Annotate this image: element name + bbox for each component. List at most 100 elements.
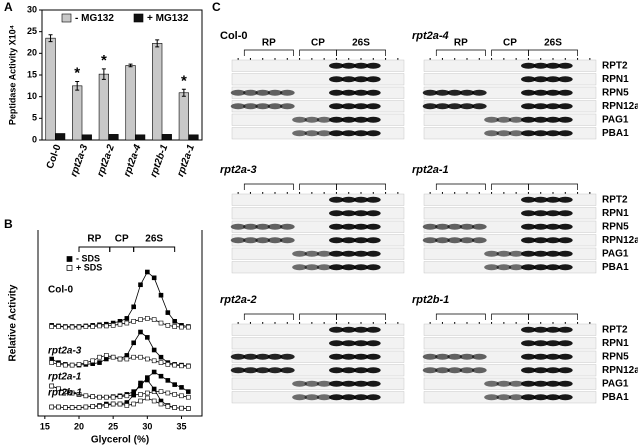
blot-band [508, 116, 524, 123]
lane-dot [478, 322, 480, 324]
blot-band [365, 196, 381, 203]
blot-band [471, 89, 487, 96]
blot-band [341, 210, 357, 217]
blot-band [533, 116, 549, 123]
x-tick-label: Col-0 [45, 143, 64, 171]
blot-band [365, 116, 381, 123]
blot-band [341, 340, 357, 347]
blot-band [329, 89, 344, 96]
blot-band [533, 210, 549, 217]
blot-band [329, 380, 344, 387]
blot-band [459, 353, 475, 360]
blot-band [267, 237, 283, 244]
lane-dot [249, 58, 251, 60]
blot-band [533, 130, 549, 137]
blot-band [353, 353, 369, 360]
trace-point [49, 324, 54, 329]
blot-band [545, 210, 561, 217]
blot-band [255, 237, 271, 244]
trace-point [83, 360, 89, 365]
legend-label: - SDS [76, 253, 100, 263]
blot-band [435, 237, 450, 244]
trace-point [49, 383, 54, 389]
legend-label: + MG132 [147, 13, 189, 24]
blot-band [557, 76, 573, 83]
trace-point [56, 324, 61, 329]
legend-swatch [133, 13, 144, 23]
trace-point [145, 335, 150, 340]
trace-point [186, 363, 191, 369]
blot-band [329, 340, 344, 347]
blot-band [365, 76, 381, 83]
trace-point [158, 320, 164, 326]
lane-dot [454, 58, 456, 60]
lane-dot [286, 192, 288, 194]
trace-point [151, 369, 157, 375]
lane-dot [577, 58, 579, 60]
blot-band [341, 116, 357, 123]
blot-band [508, 130, 524, 137]
x-tick-label: rpt2a-4 [122, 143, 144, 179]
blot-band [255, 367, 271, 374]
blot-band [521, 103, 536, 110]
blot-band [533, 223, 549, 230]
blot-band [545, 116, 561, 123]
legend-marker [66, 265, 73, 271]
trace-point [104, 403, 109, 408]
trace-point [131, 304, 136, 310]
y-axis-label: Peptidase Activity X10⁴ [7, 25, 17, 125]
fraction-bracket [243, 313, 294, 320]
trace-point [117, 321, 123, 327]
blot-band [545, 367, 561, 374]
blot-band [353, 264, 369, 271]
lane-dot [299, 192, 301, 194]
blot-band [521, 380, 536, 387]
error-bar [48, 34, 53, 43]
blot-band [279, 353, 295, 360]
blot-band [365, 89, 381, 96]
lane-dot [564, 192, 566, 194]
blot-strip [423, 59, 597, 72]
panel-letter: B [4, 217, 13, 231]
blot-band [422, 89, 438, 96]
trace-point [110, 394, 116, 400]
lane-dot [249, 322, 251, 324]
blot-band [533, 340, 549, 347]
blot-strip [423, 193, 597, 206]
lane-dot [262, 322, 264, 324]
lane-dot [454, 322, 456, 324]
blot-band [329, 76, 344, 83]
fraction-bracket [78, 246, 111, 252]
lane-dot [515, 192, 517, 194]
error-bar [181, 88, 186, 97]
blot-band [533, 196, 549, 203]
lane-dot [311, 58, 313, 60]
blot-band [353, 196, 369, 203]
blot-band [230, 367, 246, 374]
blot-band [557, 394, 573, 401]
lane-dot [299, 322, 301, 324]
lane-dot [478, 58, 480, 60]
blot-band [353, 250, 369, 257]
blot-band [557, 62, 573, 69]
blot-band [341, 353, 357, 360]
blot-band [230, 223, 246, 230]
trace-point [145, 395, 150, 401]
panel-letter: C [212, 0, 221, 14]
x-axis-label: Glycerol (%) [91, 435, 149, 445]
lane-dot [249, 192, 251, 194]
blot-band [353, 367, 369, 374]
trace-point [69, 362, 75, 368]
blot-band [243, 237, 258, 244]
blot-band [545, 89, 561, 96]
blot-band [341, 237, 357, 244]
blot-band [422, 223, 438, 230]
trace-point [172, 362, 177, 368]
blot-band [329, 264, 344, 271]
blot-band [329, 250, 344, 257]
blot-band [557, 340, 573, 347]
trace-point [179, 385, 184, 390]
blot-band [255, 89, 271, 96]
lane-dot [397, 58, 399, 60]
trace-point [165, 378, 171, 383]
